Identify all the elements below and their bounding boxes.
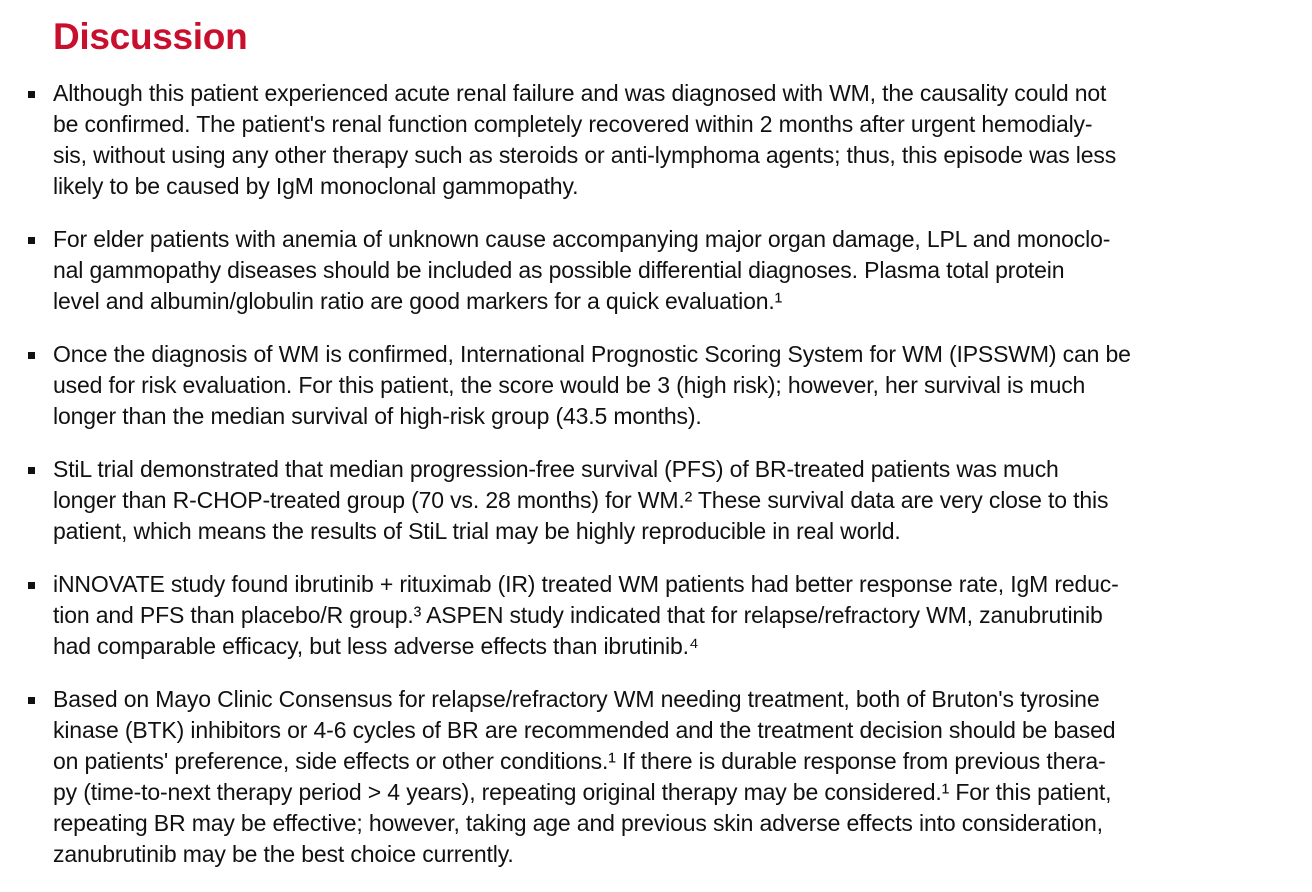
square-bullet-icon xyxy=(28,91,35,98)
list-item: Once the diagnosis of WM is confirmed, I… xyxy=(0,339,1312,432)
text-line: nal gammopathy diseases should be includ… xyxy=(53,257,1065,283)
text-line: kinase (BTK) inhibitors or 4-6 cycles of… xyxy=(53,717,1116,743)
text-line: longer than R-CHOP-treated group (70 vs.… xyxy=(53,487,1109,513)
list-item: StiL trial demonstrated that median prog… xyxy=(0,454,1312,547)
square-bullet-icon xyxy=(28,582,35,589)
text-line: used for risk evaluation. For this patie… xyxy=(53,372,1086,398)
list-item: Based on Mayo Clinic Consensus for relap… xyxy=(0,684,1312,870)
text-line: likely to be caused by IgM monoclonal ga… xyxy=(53,173,579,199)
text-line: repeating BR may be effective; however, … xyxy=(53,810,1103,836)
text-line: iNNOVATE study found ibrutinib + rituxim… xyxy=(53,571,1119,597)
text-line: py (time-to-next therapy period > 4 year… xyxy=(53,779,1112,805)
square-bullet-icon xyxy=(28,237,35,244)
square-bullet-icon xyxy=(28,467,35,474)
list-item: iNNOVATE study found ibrutinib + rituxim… xyxy=(0,569,1312,662)
list-item: Although this patient experienced acute … xyxy=(0,78,1312,202)
square-bullet-icon xyxy=(28,352,35,359)
text-line: For elder patients with anemia of unknow… xyxy=(53,226,1111,252)
bullet-list: Although this patient experienced acute … xyxy=(0,78,1312,892)
text-line: Once the diagnosis of WM is confirmed, I… xyxy=(53,341,1131,367)
section-heading: Discussion xyxy=(53,16,248,57)
text-line: Based on Mayo Clinic Consensus for relap… xyxy=(53,686,1100,712)
text-line: on patients' preference, side effects or… xyxy=(53,748,1106,774)
text-line: Although this patient experienced acute … xyxy=(53,80,1107,106)
text-line: be confirmed. The patient's renal functi… xyxy=(53,111,1093,137)
text-line: had comparable efficacy, but less advers… xyxy=(53,633,699,659)
text-line: patient, which means the results of StiL… xyxy=(53,518,901,544)
text-line: sis, without using any other therapy suc… xyxy=(53,142,1117,168)
text-line: StiL trial demonstrated that median prog… xyxy=(53,456,1059,482)
text-line: tion and PFS than placebo/R group.³ ASPE… xyxy=(53,602,1103,628)
text-line: longer than the median survival of high-… xyxy=(53,403,702,429)
text-line: level and albumin/globulin ratio are goo… xyxy=(53,288,783,314)
text-line: zanubrutinib may be the best choice curr… xyxy=(53,841,514,867)
square-bullet-icon xyxy=(28,697,35,704)
list-item: For elder patients with anemia of unknow… xyxy=(0,224,1312,317)
